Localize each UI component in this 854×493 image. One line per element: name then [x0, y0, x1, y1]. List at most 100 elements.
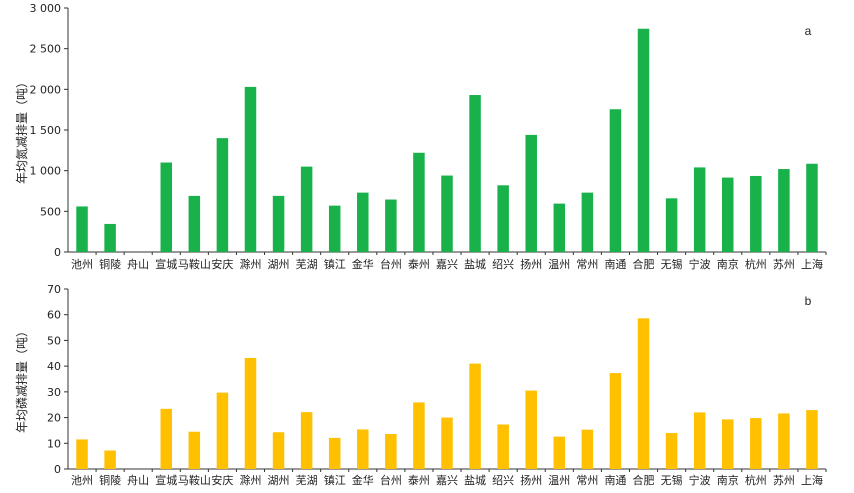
bar: [469, 95, 481, 252]
category-label: 金华: [352, 473, 374, 487]
bar: [637, 28, 650, 252]
category-label: 上海: [801, 473, 823, 487]
y-tick-label: 30: [47, 386, 61, 399]
category-label: 盐城: [464, 474, 486, 487]
y-tick-label: 10: [47, 437, 61, 450]
bar: [609, 373, 622, 469]
category-label: 泰州: [408, 473, 430, 487]
y-tick-label: 2 000: [30, 83, 62, 96]
category-label: 南通: [604, 258, 626, 271]
bar: [104, 223, 116, 252]
category-label: 绍兴: [492, 473, 514, 487]
bar: [413, 152, 425, 252]
bar: [806, 410, 818, 469]
category-label: 南通: [604, 474, 626, 487]
bar: [497, 424, 509, 469]
category-label: 常州: [576, 258, 598, 271]
bar: [216, 392, 229, 469]
category-label: 扬州: [520, 257, 542, 271]
bar: [160, 162, 173, 252]
category-label: 镇江: [324, 257, 346, 271]
bar: [357, 429, 369, 469]
category-label: 合肥: [633, 473, 655, 487]
category-label: 南京: [717, 257, 739, 271]
category-label: 舟山: [127, 257, 149, 271]
bar: [244, 86, 257, 252]
category-label: 温州: [548, 474, 570, 487]
y-axis-label: 年均磷减排量（吨）: [14, 325, 29, 433]
bar: [76, 439, 88, 469]
bar: [385, 199, 397, 252]
y-tick-label: 0: [54, 246, 61, 259]
bar: [469, 363, 481, 469]
category-label: 滁州: [239, 257, 261, 271]
bar: [300, 166, 313, 252]
category-label: 芜湖: [296, 257, 318, 271]
bar: [525, 134, 537, 252]
category-label: 南京: [717, 473, 739, 487]
category-label: 马鞍山: [178, 257, 211, 271]
category-label: 滁州: [239, 473, 261, 487]
bar: [778, 169, 790, 252]
y-tick-label: 3 000: [30, 2, 62, 15]
category-label: 池州: [71, 474, 93, 487]
bar: [525, 390, 537, 469]
bar: [806, 163, 818, 252]
category-label: 台州: [380, 473, 402, 487]
category-label: 镇江: [324, 473, 346, 487]
category-label: 安庆: [211, 473, 233, 487]
category-label: 湖州: [268, 474, 290, 487]
bar: [188, 195, 201, 252]
y-axis-label: 年均氮减排量（吨）: [14, 76, 29, 184]
bar: [665, 198, 678, 252]
category-label: 宁波: [689, 473, 711, 487]
category-label: 池州: [71, 258, 93, 271]
bar: [441, 417, 453, 469]
bar: [750, 175, 762, 252]
y-tick-label: 70: [47, 283, 61, 296]
category-label: 无锡: [661, 257, 683, 271]
panel-label: b: [805, 294, 812, 308]
bar: [328, 437, 341, 469]
category-label: 苏州: [773, 474, 795, 487]
bar: [693, 167, 706, 252]
bar: [721, 419, 734, 469]
category-label: 泰州: [408, 257, 430, 271]
category-label: 湖州: [268, 258, 290, 271]
category-label: 常州: [576, 474, 598, 487]
bar: [553, 203, 566, 252]
category-label: 上海: [801, 257, 823, 271]
y-tick-label: 1 500: [30, 124, 62, 137]
bar: [413, 402, 425, 469]
bar: [637, 318, 650, 469]
bar: [693, 412, 706, 469]
y-tick-label: 500: [40, 205, 61, 218]
category-label: 杭州: [745, 257, 767, 271]
bar: [581, 192, 594, 252]
y-tick-label: 20: [47, 412, 61, 425]
category-label: 杭州: [745, 473, 767, 487]
bar: [188, 431, 201, 469]
bar: [160, 408, 173, 469]
y-tick-label: 0: [54, 463, 61, 476]
y-tick-label: 60: [47, 309, 61, 322]
bar: [441, 175, 453, 252]
bar: [300, 412, 313, 469]
bar: [553, 436, 566, 469]
category-label: 温州: [548, 258, 570, 271]
category-label: 舟山: [127, 473, 149, 487]
bar: [778, 413, 790, 469]
category-label: 台州: [380, 257, 402, 271]
bar: [328, 205, 341, 252]
category-label: 苏州: [773, 258, 795, 271]
category-label: 铜陵: [99, 473, 121, 487]
category-label: 铜陵: [99, 257, 121, 271]
category-label: 芜湖: [296, 473, 318, 487]
category-label: 嘉兴: [436, 473, 458, 487]
category-label: 马鞍山: [178, 473, 211, 487]
bar: [385, 434, 397, 469]
category-label: 嘉兴: [436, 257, 458, 271]
category-label: 盐城: [464, 258, 486, 271]
